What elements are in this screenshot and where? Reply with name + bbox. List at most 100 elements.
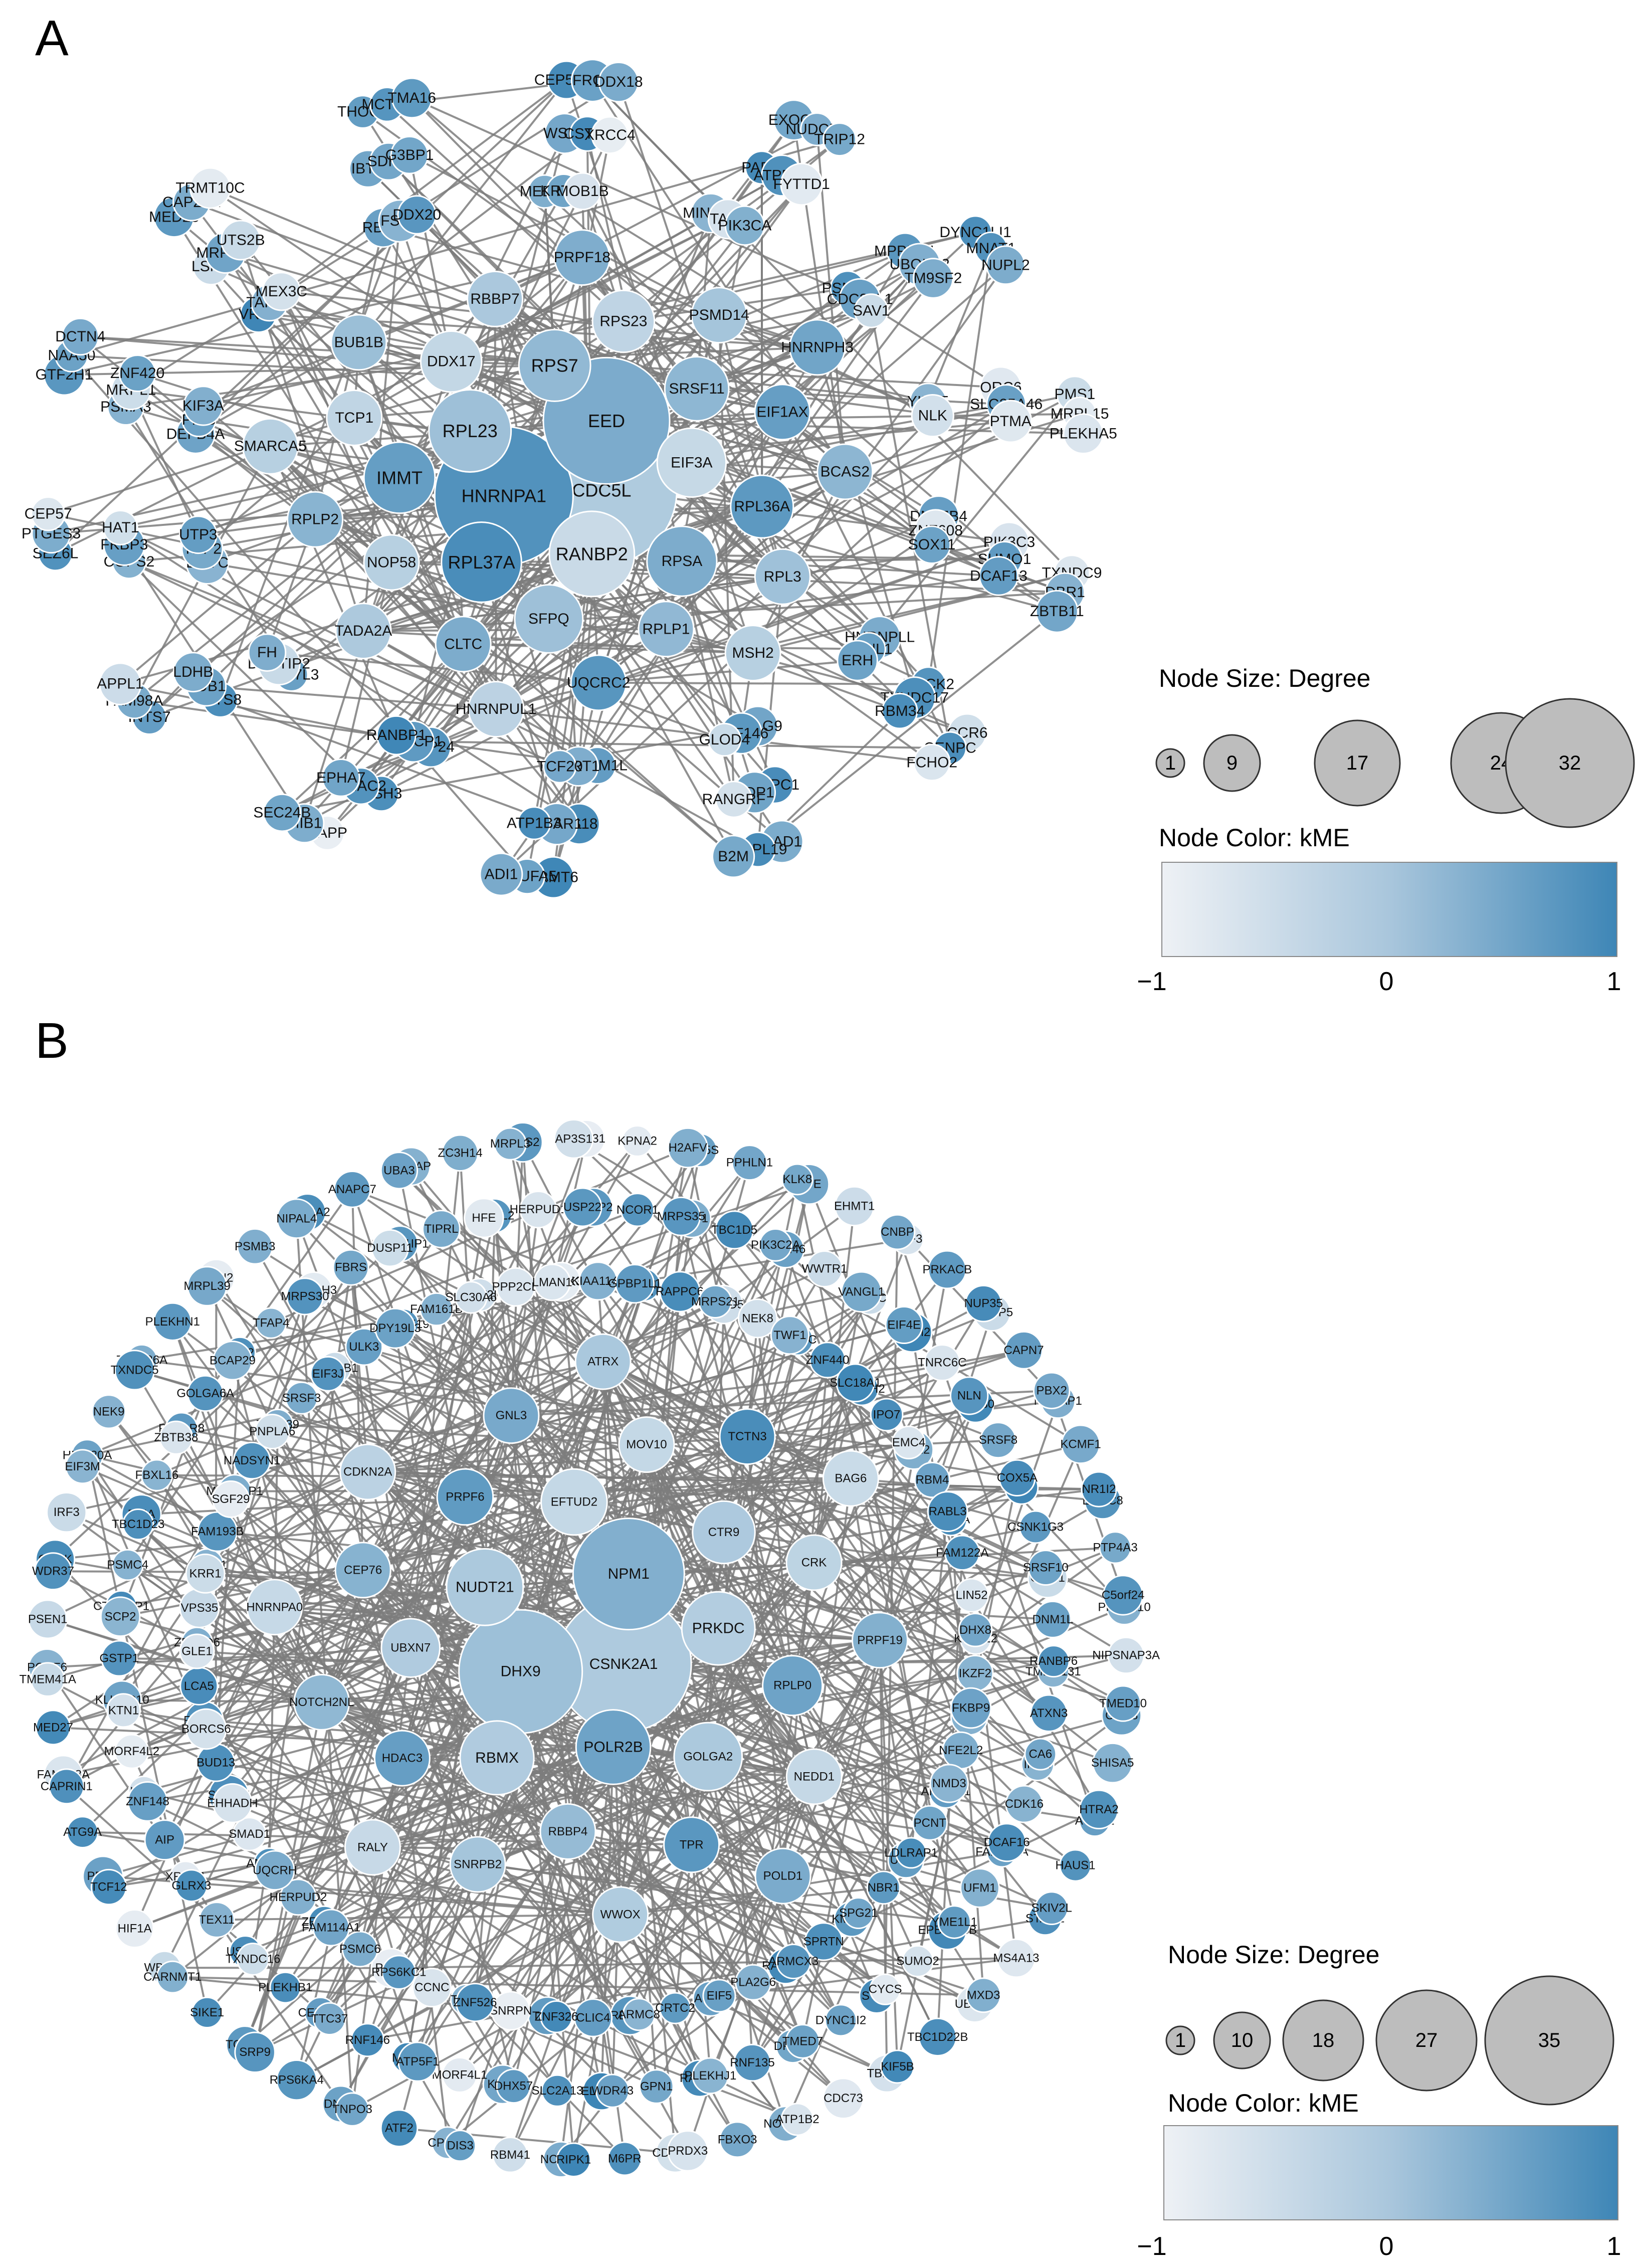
- node-mov10[interactable]: MOV10: [618, 1416, 675, 1473]
- node-emc4[interactable]: EMC4: [892, 1425, 926, 1460]
- node-circle[interactable]: [781, 1163, 813, 1196]
- node-txndc16[interactable]: TXNDC16: [226, 1943, 280, 1976]
- node-circle[interactable]: [174, 1869, 208, 1903]
- node-ufm1[interactable]: UFM1: [960, 1868, 1000, 1908]
- node-rbm4[interactable]: RBM4: [914, 1461, 951, 1498]
- node-circle[interactable]: [712, 835, 755, 878]
- node-circle[interactable]: [1107, 1636, 1145, 1674]
- node-circle[interactable]: [591, 289, 656, 353]
- node-vangl1[interactable]: VANGL1: [838, 1271, 885, 1313]
- node-hat1[interactable]: HAT1: [102, 509, 139, 545]
- node-mrpl39[interactable]: MRPL39: [183, 1266, 231, 1306]
- node-prkacb[interactable]: PRKACB: [922, 1250, 972, 1289]
- node-circle[interactable]: [698, 1284, 732, 1319]
- node-ddx18[interactable]: DDX18: [594, 61, 643, 103]
- node-prpf18[interactable]: PRPF18: [554, 229, 610, 286]
- node-nipsnap3a[interactable]: NIPSNAP3A: [1092, 1636, 1160, 1674]
- node-circle[interactable]: [233, 1441, 271, 1480]
- node-ptma[interactable]: PTMA: [989, 400, 1033, 443]
- node-circle[interactable]: [118, 354, 156, 393]
- node-nop58[interactable]: NOP58: [363, 534, 420, 591]
- node-nlk[interactable]: NLK: [911, 394, 954, 438]
- node-tmem41a[interactable]: TMEM41A: [19, 1662, 76, 1697]
- node-circle[interactable]: [541, 2074, 574, 2107]
- node-ncor1[interactable]: NCOR1: [617, 1193, 659, 1227]
- node-circle[interactable]: [944, 1535, 980, 1571]
- node-irf3[interactable]: IRF3: [46, 1492, 87, 1533]
- node-circle[interactable]: [468, 681, 525, 738]
- node-atg9a[interactable]: ATG9A: [63, 1816, 102, 1848]
- node-kif3a[interactable]: KIF3A: [182, 386, 224, 426]
- node-hnrnpul1[interactable]: HNRNPUL1: [456, 681, 537, 738]
- node-crtc2[interactable]: CRTC2: [655, 1992, 695, 2024]
- node-hif1a[interactable]: HIF1A: [115, 1909, 154, 1949]
- node-circle[interactable]: [573, 1998, 613, 2037]
- node-cox5a[interactable]: COX5A: [997, 1459, 1038, 1496]
- node-circle[interactable]: [592, 1886, 649, 1943]
- node-circle[interactable]: [789, 319, 846, 376]
- node-circle[interactable]: [715, 781, 753, 818]
- node-rps23[interactable]: RPS23: [591, 289, 656, 353]
- node-snrpn[interactable]: SNRPN: [490, 1991, 532, 2031]
- node-circle[interactable]: [958, 1612, 993, 1647]
- node-eif3a[interactable]: EIF3A: [656, 427, 727, 498]
- node-ranbp2[interactable]: RANBP2: [548, 510, 636, 598]
- node-circle[interactable]: [310, 1356, 346, 1392]
- node-circle[interactable]: [1081, 1471, 1117, 1507]
- node-pphln1[interactable]: PPHLN1: [726, 1145, 773, 1181]
- node-circle[interactable]: [339, 1443, 396, 1500]
- node-znf148[interactable]: ZNF148: [126, 1781, 169, 1822]
- node-circle[interactable]: [912, 1805, 948, 1841]
- node-scp2[interactable]: SCP2: [100, 1596, 141, 1637]
- node-sumo2[interactable]: SUMO2: [896, 1945, 939, 1978]
- node-circle[interactable]: [179, 1633, 215, 1669]
- node-circle[interactable]: [363, 534, 420, 591]
- node-circle[interactable]: [661, 1196, 701, 1236]
- node-uqcrc2[interactable]: UQCRC2: [567, 654, 631, 711]
- node-circle[interactable]: [895, 1837, 927, 1869]
- node-circle[interactable]: [31, 496, 66, 531]
- node-circle[interactable]: [780, 162, 824, 206]
- node-circle[interactable]: [770, 1315, 809, 1355]
- node-gstp1[interactable]: GSTP1: [99, 1640, 139, 1677]
- node-ldlrap1[interactable]: LDLRAP1: [884, 1837, 938, 1869]
- node-circle[interactable]: [719, 2121, 756, 2158]
- node-circle[interactable]: [733, 2043, 771, 2082]
- node-circle[interactable]: [692, 1500, 756, 1565]
- node-circle[interactable]: [881, 693, 918, 729]
- node-wwox[interactable]: WWOX: [592, 1886, 649, 1943]
- node-bcap29[interactable]: BCAP29: [210, 1341, 256, 1381]
- node-circle[interactable]: [822, 1450, 879, 1507]
- node-zbtb38[interactable]: ZBTB38: [154, 1420, 198, 1455]
- node-htra2[interactable]: HTRA2: [1079, 1789, 1119, 1829]
- node-m6pr[interactable]: M6PR: [607, 2141, 642, 2176]
- node-aip[interactable]: AIP: [144, 1819, 185, 1861]
- node-circle[interactable]: [263, 793, 302, 832]
- node-gnl3[interactable]: GNL3: [483, 1387, 540, 1444]
- node-fh[interactable]: FH: [248, 633, 287, 672]
- node-fbxl16[interactable]: FBXL16: [135, 1459, 179, 1491]
- node-tnrc6c[interactable]: TNRC6C: [918, 1344, 967, 1382]
- node-slc18a1[interactable]: SLC18A1: [830, 1363, 881, 1403]
- node-circle[interactable]: [543, 749, 577, 784]
- node-circle[interactable]: [1033, 1372, 1071, 1410]
- node-circle[interactable]: [731, 1145, 768, 1181]
- node-circle[interactable]: [330, 314, 387, 371]
- node-circle[interactable]: [335, 603, 392, 660]
- node-tpr[interactable]: TPR: [663, 1816, 720, 1873]
- node-circle[interactable]: [979, 1422, 1017, 1459]
- node-circle[interactable]: [100, 1596, 141, 1637]
- node-lman1[interactable]: LMAN1: [532, 1263, 572, 1301]
- node-hnrnpa0[interactable]: HNRNPA0: [246, 1579, 303, 1636]
- node-znf526[interactable]: ZNF526: [454, 1983, 497, 2022]
- node-circle[interactable]: [374, 1307, 416, 1349]
- node-zc3h14[interactable]: ZC3H14: [438, 1134, 483, 1172]
- node-klk8[interactable]: KLK8: [781, 1163, 813, 1196]
- node-immt[interactable]: IMMT: [363, 441, 436, 514]
- node-circle[interactable]: [879, 1214, 916, 1250]
- node-circle[interactable]: [965, 1977, 1001, 2013]
- node-circle[interactable]: [834, 1186, 875, 1227]
- node-mex3c[interactable]: MEX3C: [256, 272, 307, 311]
- node-trip12[interactable]: TRIP12: [814, 122, 865, 157]
- node-hfe[interactable]: HFE: [464, 1198, 504, 1238]
